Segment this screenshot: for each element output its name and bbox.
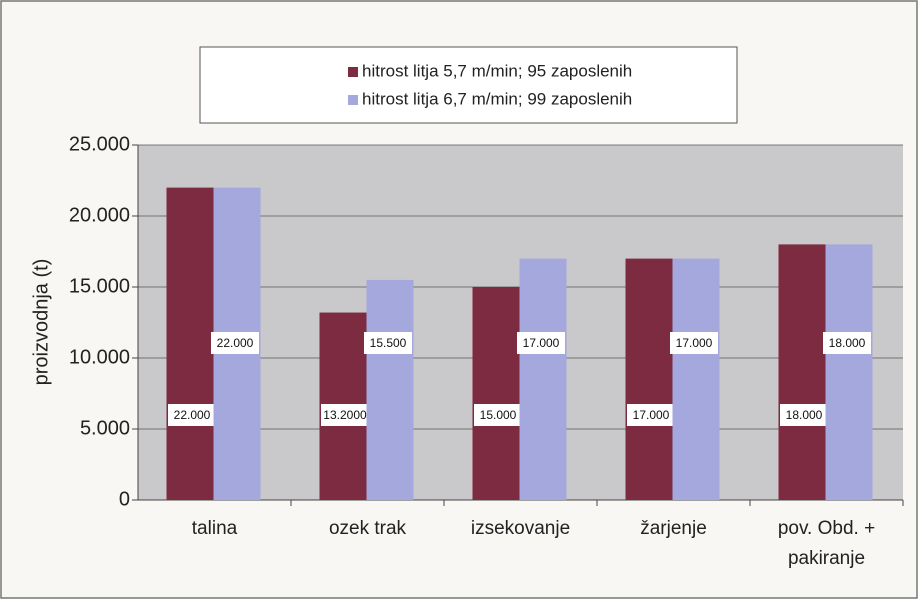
legend-swatch	[348, 95, 358, 105]
y-tick-label: 15.000	[69, 275, 130, 297]
value-label-box	[321, 404, 369, 426]
value-label: 13.2000	[323, 408, 367, 422]
bar	[366, 279, 414, 500]
value-label: 18.000	[829, 336, 866, 350]
value-label-box	[517, 332, 565, 354]
bar	[625, 258, 673, 500]
bar	[825, 244, 873, 500]
x-tick-label: žarjenje	[640, 518, 707, 539]
legend-label: hitrost litja 5,7 m/min; 95 zaposlenih	[362, 61, 632, 80]
x-tick-label: talina	[192, 518, 238, 539]
value-label-box	[211, 332, 259, 354]
x-tick-label: pov. Obd. +	[778, 518, 875, 539]
y-tick-label: 20.000	[69, 204, 130, 226]
bar	[672, 258, 720, 500]
legend-swatch	[348, 67, 358, 77]
value-label-box	[474, 404, 522, 426]
value-label-box	[364, 332, 412, 354]
value-label-box	[823, 332, 871, 354]
value-label: 22.000	[174, 408, 211, 422]
value-label-box	[670, 332, 718, 354]
legend-box	[199, 46, 738, 124]
bar	[166, 187, 214, 500]
value-label: 15.500	[370, 336, 407, 350]
value-label: 18.000	[786, 408, 823, 422]
x-tick-label: ozek trak	[329, 518, 407, 539]
y-tick-label: 5.000	[80, 417, 130, 439]
value-label: 17.000	[523, 336, 560, 350]
x-tick-label: pakiranje	[788, 548, 865, 569]
y-tick-label: 10.000	[69, 346, 130, 368]
value-label: 17.000	[633, 408, 670, 422]
value-label: 15.000	[480, 408, 517, 422]
value-label-box	[168, 404, 216, 426]
bar	[778, 244, 826, 500]
value-label: 17.000	[676, 336, 713, 350]
legend-label: hitrost litja 6,7 m/min; 99 zaposlenih	[362, 89, 632, 108]
y-axis-label: proizvodnja (t)	[30, 259, 52, 386]
x-tick-label: izsekovanje	[471, 518, 570, 539]
value-label: 22.000	[217, 336, 254, 350]
bar	[472, 287, 520, 500]
value-label-box	[627, 404, 675, 426]
y-tick-label: 25.000	[69, 133, 130, 155]
value-label-box	[780, 404, 828, 426]
bar	[519, 258, 567, 500]
y-tick-label: 0	[119, 488, 130, 510]
